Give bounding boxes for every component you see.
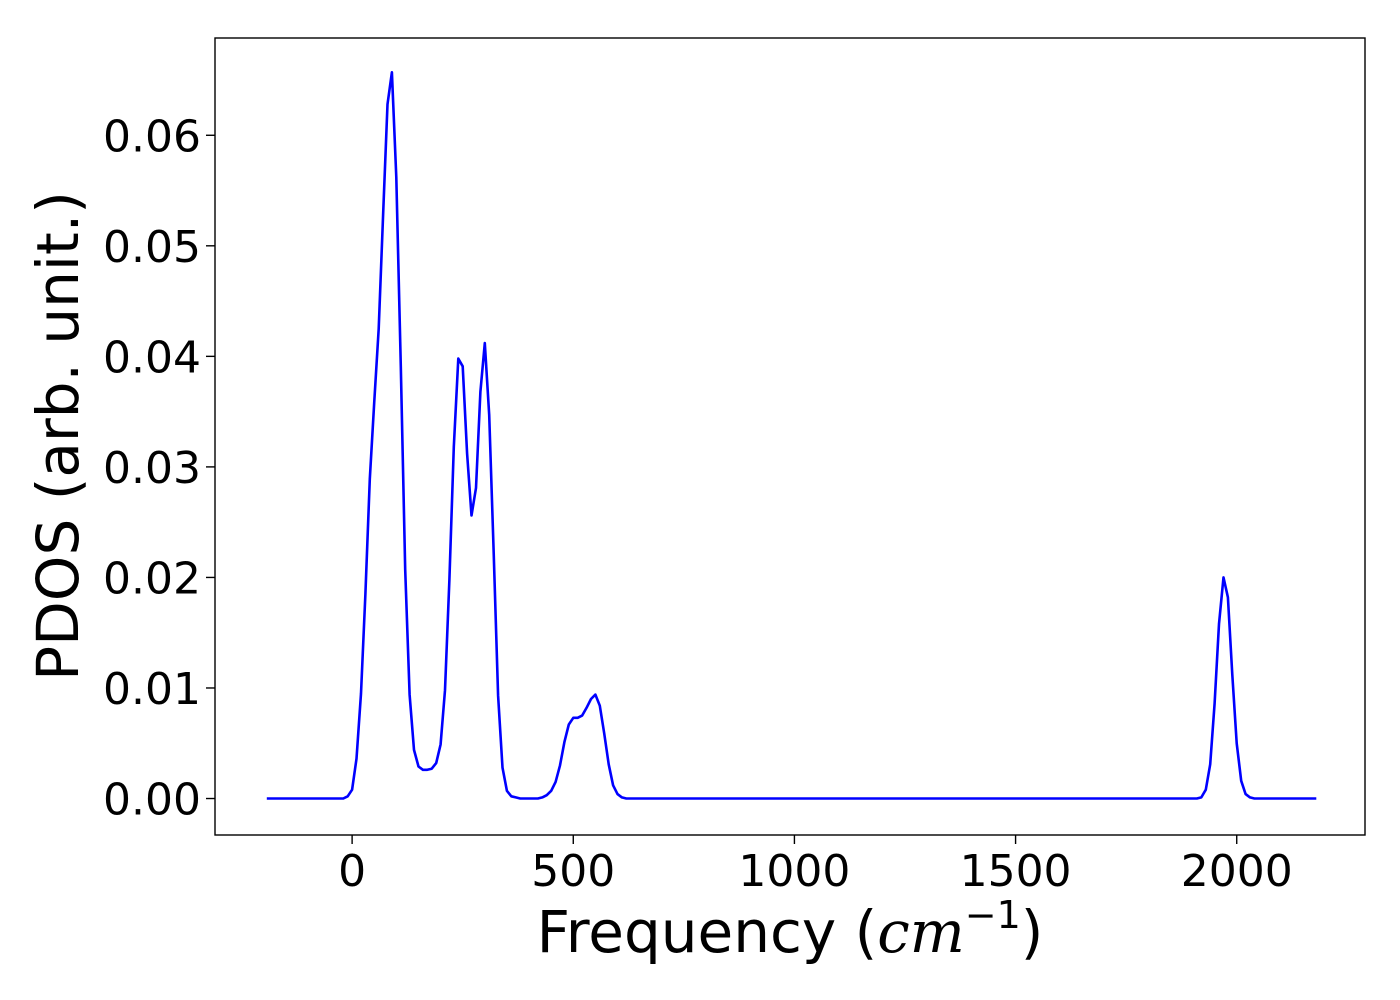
x-tick-label: 500 <box>531 846 615 897</box>
y-tick-label: 0.01 <box>103 664 201 715</box>
y-tick-label: 0.05 <box>103 222 201 273</box>
y-tick-label: 0.03 <box>103 443 201 494</box>
series-line <box>266 71 1317 800</box>
plot-area <box>214 37 1366 836</box>
x-tick-label: 1000 <box>738 846 850 897</box>
x-tick-label: 2000 <box>1181 846 1293 897</box>
y-tick-label: 0.00 <box>103 775 201 826</box>
y-tick-label: 0.06 <box>103 111 201 162</box>
x-tick-label: 0 <box>338 846 366 897</box>
x-tick-label: 1500 <box>960 846 1072 897</box>
x-axis-ticks: 0 500 1000 1500 2000 <box>338 835 1293 897</box>
y-tick-label: 0.04 <box>103 332 201 383</box>
y-tick-label: 0.02 <box>103 553 201 604</box>
y-axis-ticks: 0.00 0.01 0.02 0.03 0.04 0.05 0.06 <box>103 111 215 826</box>
series-layer <box>266 71 1317 800</box>
y-axis-label: PDOS (arb. unit.) <box>24 191 92 681</box>
x-axis-label: Frequency (cm−1) <box>537 893 1044 966</box>
